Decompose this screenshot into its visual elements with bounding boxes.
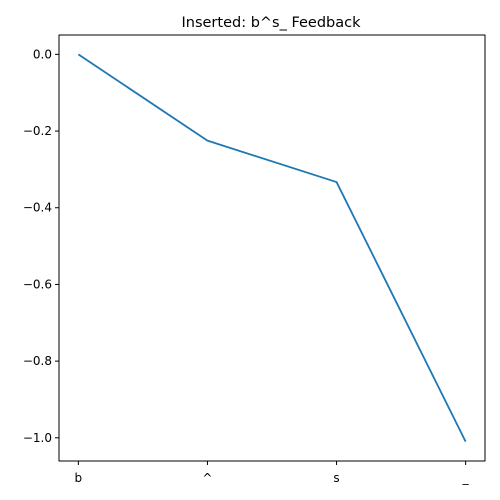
series-line	[77, 53, 467, 443]
y-tick-label: −0.2	[23, 124, 52, 138]
x-tick-label: ^	[202, 471, 212, 485]
y-tick-label: −0.4	[23, 201, 52, 215]
y-tick-label: 0.0	[33, 47, 52, 61]
x-axis: b ^ s _	[75, 461, 470, 485]
axes-frame	[58, 34, 486, 462]
chart-title: Inserted: b^s_ Feedback	[181, 15, 361, 31]
x-tick-label: b	[75, 471, 83, 485]
x-tick-label: s	[333, 471, 339, 485]
series-layer	[77, 53, 467, 443]
y-tick-label: −0.8	[23, 354, 52, 368]
y-tick-label: −1.0	[23, 431, 52, 445]
y-axis: 0.0 −0.2 −0.4 −0.6 −0.8 −1.0	[23, 47, 59, 445]
x-tick-label: _	[462, 471, 470, 485]
y-tick-label: −0.6	[23, 277, 52, 291]
